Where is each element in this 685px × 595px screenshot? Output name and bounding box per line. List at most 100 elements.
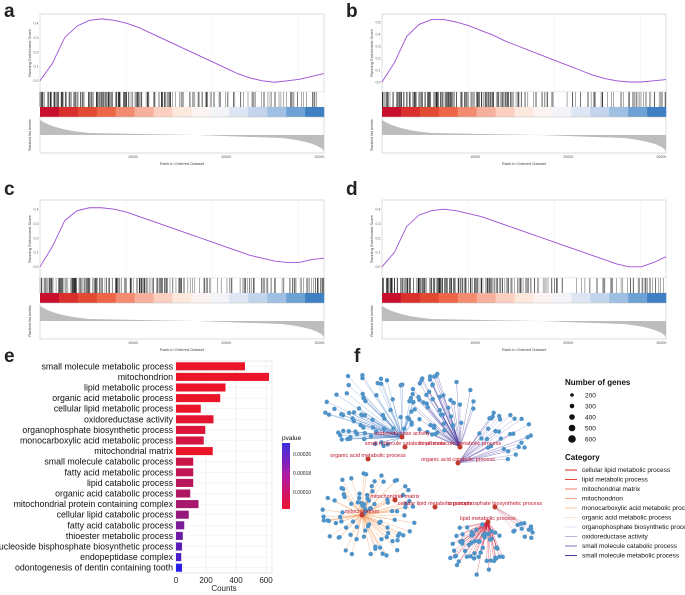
panel-letter-c: c [4,179,15,200]
gene-node [395,538,400,543]
gene-node [424,392,429,398]
gene-node [320,507,325,512]
category-label: odontogenesis of dentin containing tooth [15,563,173,573]
gene-node [390,538,395,544]
category-label: fatty acid catabolic process [67,520,173,530]
gene-node [325,518,330,523]
gene-node [339,485,344,491]
y-tick-label: 0.3 [34,36,39,40]
gene-node [431,425,437,431]
y-tick-label: 0.0 [34,79,39,83]
y-tick-label: 0.5 [376,20,381,24]
gene-node [362,412,368,418]
ranked-metric [39,302,325,340]
bar [176,489,191,498]
y-tick-label: 0.2 [376,56,381,60]
gene-node [410,391,415,397]
x-tick-label: 400 [229,576,243,585]
gene-node [354,431,360,437]
category-node [455,460,461,466]
category-legend-label: lipid metabolic process [582,477,649,484]
gene-node [454,562,460,568]
gene-node [409,420,414,425]
gene-node [450,422,456,428]
gene-node [493,428,498,434]
gene-node [343,548,348,553]
gene-node [406,487,411,493]
category-label: organic acid catabolic process [55,489,173,499]
y-label-metric: Ranked list metric [370,119,374,151]
category-label: monocarboxylic acid metabolic process [20,436,174,446]
gene-node [438,412,444,417]
gene-node [427,374,433,379]
gene-node [360,391,365,397]
gene-node [474,527,479,533]
gene-node [484,558,489,564]
gene-node [435,430,440,435]
bar [176,447,213,456]
gene-node [384,378,390,383]
bar [176,563,182,572]
y-tick-label: 0.1 [376,251,381,255]
gene-node [401,426,407,431]
pvalue-legend: pvalue 0.00026 0.00018 0.00010 [282,435,311,509]
gene-node [406,416,412,422]
category-label: fatty acid metabolic process [64,467,173,477]
hit-barcode [381,277,667,294]
category-node-label: mitochondrion [345,509,380,515]
enrichment-curve [381,19,667,83]
gene-node [324,399,329,405]
gene-node [384,534,389,540]
category-label: endopeptidase complex [80,552,174,562]
category-node [485,519,491,525]
category-label: mitochondrion [118,372,173,382]
category-label: lipid metabolic process [84,383,174,393]
gene-node [372,501,377,507]
gene-node [421,400,426,405]
gene-node [512,528,517,533]
x-tick-label: 20000 [563,341,573,345]
gene-node [460,538,465,544]
gene-size-label: 600 [585,436,596,443]
gene-node [424,401,429,406]
y-tick-label: 0.4 [376,32,381,36]
gene-node [442,428,447,433]
ranked-metric [381,302,667,340]
y-tick-label: 0.3 [376,44,381,48]
x-tick-label: 20000 [563,155,573,159]
gene-node [474,572,479,577]
gene-node [397,531,402,536]
gene-node [407,498,412,504]
category-node [402,444,408,450]
gene-node [380,412,386,418]
gene-size-label: 500 [585,425,596,432]
x-axis-label: Rank in Ordered Dataset [160,347,205,352]
bar [176,436,204,445]
gene-node [381,426,387,431]
gene-node [339,412,344,417]
category-node [365,456,371,462]
gene-node [379,536,384,542]
gene-node [339,519,344,524]
bar [176,404,201,413]
gene-node [369,483,375,489]
x-tick-label: 10000 [470,341,480,345]
category-legend-label: small molecule catabolic process [582,543,678,550]
y-tick-label: 0.1 [34,251,39,255]
gene-node [362,506,368,511]
gene-node [378,381,384,387]
gene-node [378,376,384,381]
gene-node [325,495,331,501]
category-label: small molecule metabolic process [41,361,173,371]
gene-node [494,556,499,561]
gene-node [505,449,511,454]
y-tick-label: 0.3 [376,222,381,226]
category-legend-label: mitochondrion [582,496,623,503]
y-tick-label: 0.0 [376,265,381,269]
bar [176,372,269,381]
gene-size-dot [569,403,575,409]
gene-node [334,392,339,397]
y-tick-label: 0.0 [34,265,39,269]
gene-node [340,477,345,482]
gene-node [507,431,513,437]
